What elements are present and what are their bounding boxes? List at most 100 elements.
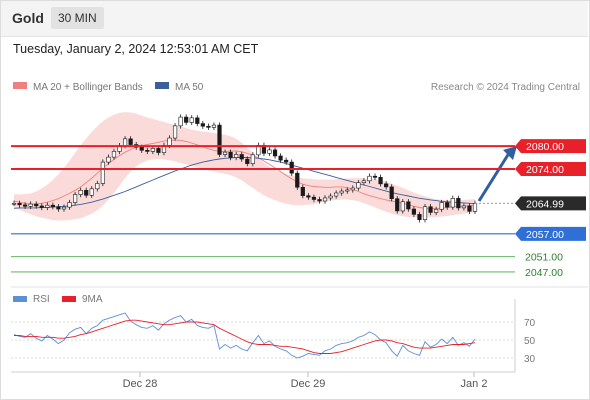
legend-ma50-label: MA 50 <box>175 82 204 93</box>
legend-ma50-swatch <box>155 82 169 89</box>
candle-body <box>184 116 189 123</box>
candle-body <box>34 203 39 207</box>
candle-body <box>100 161 105 184</box>
candle-body <box>311 196 317 200</box>
support-level-tag <box>515 226 586 241</box>
ma50-line <box>13 157 476 209</box>
candle-body <box>211 124 217 128</box>
legend-bb-swatch <box>13 82 27 89</box>
candle-body <box>50 204 55 208</box>
candle-body <box>150 148 155 152</box>
candle-body <box>367 175 372 182</box>
candle-body <box>189 117 194 123</box>
candle-body <box>106 156 111 163</box>
resistance-level-tag <box>515 161 586 176</box>
rsi-tick-label: 50 <box>524 336 536 347</box>
candle-body <box>345 189 350 192</box>
last-price-tag <box>515 196 586 211</box>
legend-bb-label: MA 20 + Bollinger Bands <box>33 82 143 93</box>
candle-body <box>272 149 278 157</box>
candle-body <box>422 206 428 220</box>
target-level-label: 2051.00 <box>525 252 563 264</box>
legend-9ma-label: 9MA <box>82 294 103 305</box>
candle-body <box>378 177 383 185</box>
candle-body <box>195 117 200 124</box>
candle-body <box>217 124 222 155</box>
rsi-9ma-line <box>14 319 476 354</box>
candle-body <box>400 201 405 212</box>
candle-body <box>234 154 239 158</box>
candle-body <box>339 190 344 194</box>
candle-body <box>417 214 422 220</box>
candle-body <box>472 203 478 212</box>
candle-body <box>172 125 178 139</box>
candle-body <box>361 180 367 183</box>
candle-body <box>239 154 244 160</box>
candle-body <box>122 138 128 146</box>
candle-body <box>45 204 50 208</box>
resistance-level-label: 2080.00 <box>526 141 564 153</box>
candle-body <box>284 159 289 163</box>
candle-body <box>84 190 89 196</box>
candle-body <box>23 204 28 207</box>
candle-body <box>372 175 378 178</box>
candle-body <box>39 205 44 208</box>
resistance-level-label: 2074.00 <box>526 164 564 176</box>
candle-body <box>389 186 394 200</box>
datetime-label: Tuesday, January 2, 2024 12:53:01 AM CET <box>13 42 259 56</box>
x-tick-label: Dec 28 <box>123 378 158 390</box>
rsi-line <box>13 312 476 359</box>
legend-9ma-swatch <box>62 296 76 302</box>
candle-body <box>289 161 294 174</box>
legend-rsi-swatch <box>13 296 27 302</box>
candle-body <box>67 202 72 208</box>
candle-body <box>411 208 417 215</box>
candle-body <box>72 194 78 203</box>
candle-body <box>28 203 33 207</box>
symbol-title: Gold <box>12 10 44 26</box>
candle-body <box>322 197 328 202</box>
candle-body <box>250 154 255 164</box>
timeframe-button[interactable]: 30 MIN <box>51 7 104 29</box>
candle-body <box>267 149 272 154</box>
candle-body <box>317 199 322 202</box>
candle-body <box>439 202 444 210</box>
candle-body <box>78 190 83 195</box>
candle-body <box>89 188 94 196</box>
candle-body <box>334 192 339 197</box>
candle-body <box>156 148 161 153</box>
candle-body <box>350 187 355 191</box>
candle-body <box>167 137 172 146</box>
header-bar: Gold 30 MIN <box>0 0 588 37</box>
candle-body <box>467 205 472 212</box>
candle-body <box>461 205 466 209</box>
candle-body <box>356 182 361 189</box>
candle-body <box>278 155 283 161</box>
projection-arrow-head <box>503 146 517 160</box>
projection-arrow-line <box>477 147 514 202</box>
candle-body <box>95 183 100 190</box>
candle-body <box>456 198 461 209</box>
x-tick-label: Dec 29 <box>291 378 326 390</box>
candle-body <box>17 202 22 206</box>
candle-body <box>450 198 455 208</box>
last-price-label: 2064.99 <box>526 198 564 210</box>
candle-body <box>56 206 61 210</box>
rsi-tick-label: 70 <box>524 318 536 329</box>
candle-body <box>228 151 233 158</box>
candle-body <box>328 195 333 199</box>
resistance-level-tag <box>515 139 586 154</box>
x-tick-label: Jan 2 <box>461 378 488 390</box>
candle-body <box>384 183 389 188</box>
candle-body <box>111 151 117 158</box>
candle-body <box>61 206 67 210</box>
candle-body <box>300 186 305 196</box>
copyright-label: Research © 2024 Trading Central <box>431 82 580 93</box>
candle-body <box>206 125 211 128</box>
candle-body <box>295 172 300 188</box>
candle-body <box>406 201 411 210</box>
candle-body <box>128 138 133 145</box>
candle-body <box>434 209 439 213</box>
candle-body <box>445 202 450 208</box>
